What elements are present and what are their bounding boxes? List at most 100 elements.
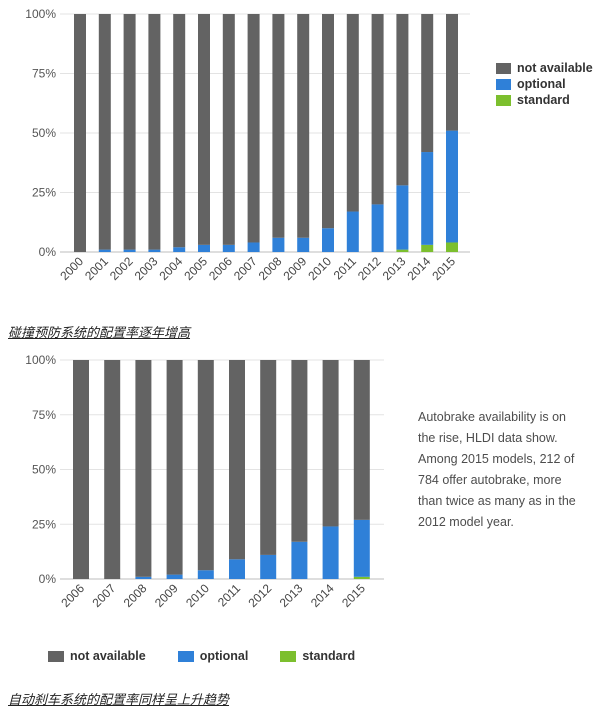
chart2-legend: not available optional standard: [48, 649, 387, 663]
bar-optional-2004: [173, 247, 186, 252]
bar-not-available-2015: [353, 360, 370, 520]
chart1-caption: 碰撞预防系统的配置率逐年增高: [8, 325, 191, 340]
x-tick-label: 2009: [281, 254, 310, 283]
bar-standard-2014: [421, 244, 434, 252]
bar-not-available-2008: [272, 14, 285, 238]
y-tick-label: 75%: [32, 67, 56, 81]
legend-swatch-optional: [177, 650, 194, 662]
bar-not-available-2006: [222, 14, 235, 245]
autobrake-availability-chart-2006-2015: 0%25%50%75%100%2006 2007 2008 2009 2010 2011 2…: [25, 353, 384, 610]
bar-not-available-2001: [98, 14, 111, 250]
bar-optional-2014: [322, 526, 339, 579]
bar-optional-2015: [446, 130, 458, 243]
bar-not-available-2009: [297, 14, 310, 238]
x-tick-label: 2012: [355, 254, 384, 283]
bar-optional-2009: [166, 574, 183, 579]
bar-optional-2011: [229, 559, 245, 579]
x-tick-label: 2007: [90, 581, 119, 610]
bar-optional-2010: [322, 228, 334, 252]
chart1-legend: not available optional standard: [496, 60, 593, 108]
x-tick-label: 2013: [277, 581, 306, 610]
bar-not-available-2000: [74, 14, 86, 252]
legend-swatch-not-available: [48, 650, 64, 662]
legend-label-optional: optional: [517, 77, 566, 91]
bar-not-available-2013: [291, 360, 308, 542]
bar-standard-2015: [353, 576, 370, 579]
bar-not-available-2009: [166, 360, 183, 575]
legend-label-not-available: not available: [517, 61, 593, 75]
legend-item-standard: standard: [280, 649, 355, 663]
legend-label-standard: standard: [302, 649, 356, 663]
x-tick-label: 2013: [380, 254, 409, 283]
bar-optional-2002: [123, 249, 136, 252]
legend-item-optional: optional: [496, 76, 593, 92]
bar-not-available-2002: [123, 14, 136, 250]
x-tick-label: 2006: [206, 254, 235, 283]
x-tick-label: 2014: [308, 581, 337, 610]
bar-not-available-2004: [173, 14, 186, 248]
bar-optional-2008: [135, 576, 152, 579]
y-tick-label: 0%: [39, 572, 57, 586]
x-tick-label: 2007: [231, 254, 260, 283]
bar-optional-2010: [197, 570, 214, 579]
bar-optional-2009: [297, 237, 310, 252]
bar-not-available-2007: [104, 360, 121, 579]
bar-optional-2012: [260, 554, 277, 579]
bar-not-available-2005: [198, 14, 210, 245]
x-tick-label: 2006: [58, 581, 87, 610]
y-tick-label: 50%: [32, 463, 56, 477]
bar-optional-2005: [198, 244, 210, 252]
bar-optional-2006: [222, 244, 235, 252]
bar-not-available-2010: [322, 14, 334, 229]
bar-not-available-2015: [446, 14, 458, 131]
y-tick-label: 25%: [32, 186, 56, 200]
bar-not-available-2011: [346, 14, 359, 212]
bar-not-available-2014: [322, 360, 339, 527]
bar-optional-2007: [247, 242, 260, 252]
x-tick-label: 2015: [429, 254, 458, 283]
autobrake-note: Autobrake availability is on the rise, H…: [418, 410, 576, 529]
y-tick-label: 100%: [25, 7, 56, 21]
bar-not-available-2012: [260, 360, 277, 555]
bar-not-available-2007: [247, 14, 260, 243]
x-tick-label: 2010: [183, 581, 212, 610]
x-tick-label: 2010: [305, 254, 334, 283]
x-tick-label: 2002: [107, 254, 136, 283]
bar-not-available-2006: [73, 360, 89, 579]
x-tick-label: 2000: [57, 254, 86, 283]
y-tick-label: 75%: [32, 408, 56, 422]
legend-item-optional: optional: [177, 649, 248, 663]
y-tick-label: 50%: [32, 126, 56, 140]
x-tick-label: 2005: [181, 254, 210, 283]
y-tick-label: 100%: [25, 353, 56, 367]
bar-not-available-2008: [135, 360, 152, 577]
x-tick-label: 2011: [215, 581, 243, 609]
legend-label-standard: standard: [517, 93, 570, 107]
legend-swatch-standard: [280, 650, 297, 662]
bar-optional-2008: [272, 237, 285, 252]
bar-not-available-2011: [229, 360, 245, 560]
bar-optional-2015: [353, 519, 370, 577]
x-tick-label: 2003: [132, 254, 161, 283]
bar-optional-2003: [148, 249, 161, 252]
x-tick-label: 2008: [121, 581, 150, 610]
legend-item-standard: standard: [496, 92, 593, 108]
x-tick-label: 2014: [405, 254, 434, 283]
x-tick-label: 2008: [256, 254, 285, 283]
legend-label-not-available: not available: [70, 649, 146, 663]
bar-not-available-2003: [148, 14, 161, 250]
bar-standard-2015: [446, 242, 458, 252]
x-tick-label: 2004: [157, 254, 186, 283]
x-tick-label: 2001: [82, 254, 111, 283]
bar-not-available-2013: [396, 14, 409, 186]
bar-optional-2011: [346, 211, 359, 252]
legend-swatch-not-available: [496, 62, 511, 74]
bar-optional-2013: [396, 185, 409, 250]
bar-not-available-2012: [371, 14, 384, 205]
legend-item-not-available: not available: [48, 649, 146, 663]
bar-optional-2012: [371, 204, 384, 252]
x-tick-label: 2011: [331, 254, 359, 282]
bar-optional-2001: [98, 249, 111, 252]
x-tick-label: 2009: [152, 581, 181, 610]
x-tick-label: 2012: [246, 581, 275, 610]
